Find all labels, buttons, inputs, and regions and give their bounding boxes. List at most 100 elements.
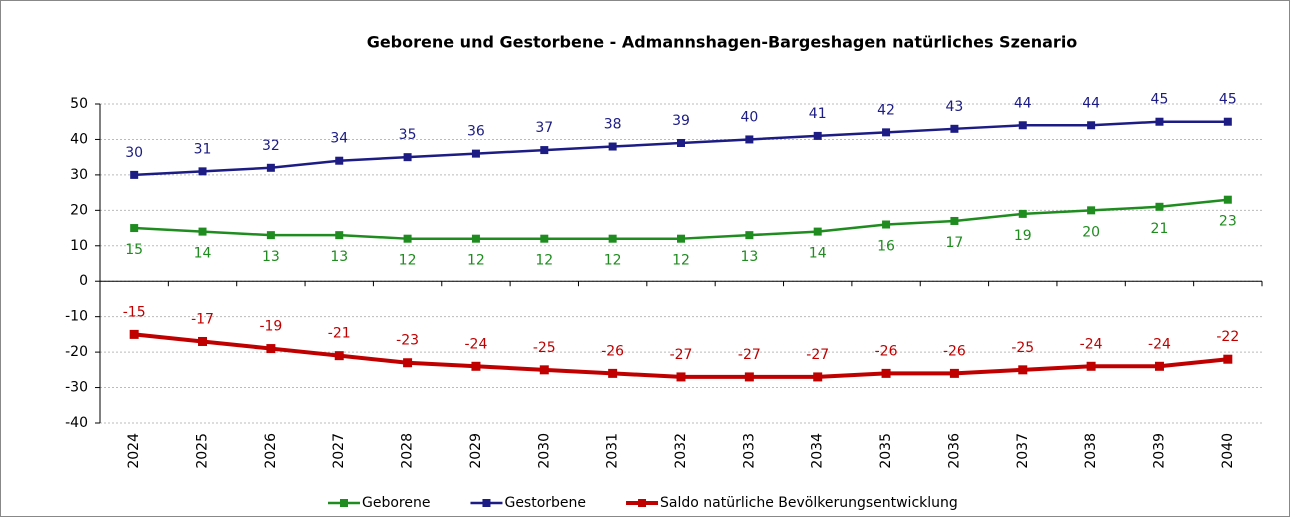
data-label: 44 — [1014, 95, 1032, 111]
x-tick-label: 2037 — [1015, 433, 1031, 469]
data-label: 16 — [877, 239, 895, 255]
data-label: 12 — [535, 253, 553, 269]
legend-marker — [482, 499, 491, 507]
data-label: -15 — [123, 304, 146, 320]
line-marker — [950, 216, 959, 225]
chart-title: Geborene und Gestorbene - Admannshagen-B… — [367, 33, 1078, 52]
line-marker — [608, 368, 618, 378]
legend-label: Geborene — [362, 495, 430, 511]
data-label: 42 — [877, 102, 895, 118]
line-marker — [334, 351, 344, 361]
data-label: 12 — [672, 253, 690, 269]
data-label: 14 — [194, 246, 212, 262]
data-label: -26 — [601, 343, 624, 359]
data-label: 20 — [1082, 224, 1100, 240]
line-marker — [539, 365, 549, 375]
line-marker — [744, 372, 754, 382]
line-marker — [949, 368, 959, 378]
x-tick-label: 2035 — [878, 433, 894, 469]
y-tick-label: 10 — [70, 238, 88, 254]
data-label: 13 — [262, 249, 280, 265]
data-label: 13 — [330, 249, 348, 265]
data-label: -26 — [943, 343, 966, 359]
data-label: 13 — [740, 249, 758, 265]
x-tick-label: 2027 — [331, 433, 347, 469]
data-label: -26 — [875, 343, 898, 359]
y-tick-label: 0 — [79, 273, 88, 289]
x-tick-label: 2033 — [741, 433, 757, 469]
line-marker — [882, 128, 891, 137]
x-tick-label: 2040 — [1220, 433, 1236, 469]
line-marker — [882, 220, 891, 229]
line-marker — [1087, 206, 1096, 215]
line-marker — [608, 142, 617, 151]
data-label: 12 — [399, 253, 417, 269]
line-marker — [540, 146, 549, 155]
line-marker — [1155, 202, 1164, 211]
line-marker — [266, 344, 276, 354]
data-label: 41 — [809, 106, 827, 122]
data-label: -25 — [1011, 340, 1034, 356]
line-marker — [129, 329, 139, 339]
line-marker — [745, 231, 754, 240]
line-marker — [471, 149, 480, 158]
line-marker — [198, 336, 208, 346]
data-label: 12 — [604, 253, 622, 269]
data-label: -23 — [396, 333, 419, 349]
data-label: -22 — [1216, 329, 1239, 345]
x-tick-label: 2039 — [1151, 433, 1167, 469]
line-marker — [471, 234, 480, 243]
data-label: 45 — [1219, 92, 1237, 108]
data-label: 32 — [262, 138, 280, 154]
line-marker — [1018, 365, 1028, 375]
data-label: -19 — [259, 319, 282, 335]
line-marker — [403, 153, 412, 162]
line-marker — [1018, 121, 1027, 130]
data-label: 21 — [1151, 221, 1169, 237]
line-marker — [950, 124, 959, 133]
data-label: -27 — [670, 347, 693, 363]
x-tick-label: 2025 — [195, 433, 211, 469]
data-label: 36 — [467, 124, 485, 140]
data-label: -24 — [465, 336, 488, 352]
data-label: 14 — [809, 246, 827, 262]
y-tick-label: -20 — [65, 344, 88, 360]
legend-label: Gestorbene — [504, 495, 586, 511]
line-marker — [130, 170, 139, 179]
line-marker — [471, 361, 481, 371]
data-label: 15 — [125, 242, 143, 258]
data-label: -21 — [328, 326, 351, 342]
data-label: 31 — [194, 141, 212, 157]
line-marker — [608, 234, 617, 243]
line-marker — [813, 131, 822, 140]
data-label: 38 — [604, 117, 622, 133]
x-tick-label: 2026 — [263, 433, 279, 469]
x-tick-label: 2024 — [126, 433, 142, 469]
line-marker — [266, 163, 275, 172]
line-marker — [1086, 361, 1096, 371]
x-tick-label: 2036 — [946, 433, 962, 469]
data-label: 39 — [672, 113, 690, 129]
data-label: 12 — [467, 253, 485, 269]
data-label: 37 — [535, 120, 553, 136]
line-marker — [677, 138, 685, 147]
line-marker — [130, 224, 139, 233]
line-marker — [1155, 117, 1164, 126]
data-label: 44 — [1082, 95, 1100, 111]
line-marker — [198, 227, 207, 236]
x-tick-label: 2034 — [810, 433, 826, 469]
data-label: 19 — [1014, 228, 1032, 244]
line-marker — [881, 368, 891, 378]
data-label: 40 — [740, 109, 758, 125]
data-label: 43 — [945, 99, 963, 115]
data-label: 17 — [945, 235, 963, 251]
line-marker — [335, 231, 344, 240]
y-tick-label: 30 — [70, 167, 88, 183]
data-label: 34 — [330, 131, 348, 147]
line-marker — [813, 227, 822, 236]
data-label: -27 — [806, 347, 829, 363]
line-marker — [1018, 209, 1027, 218]
data-label: -24 — [1080, 336, 1103, 352]
